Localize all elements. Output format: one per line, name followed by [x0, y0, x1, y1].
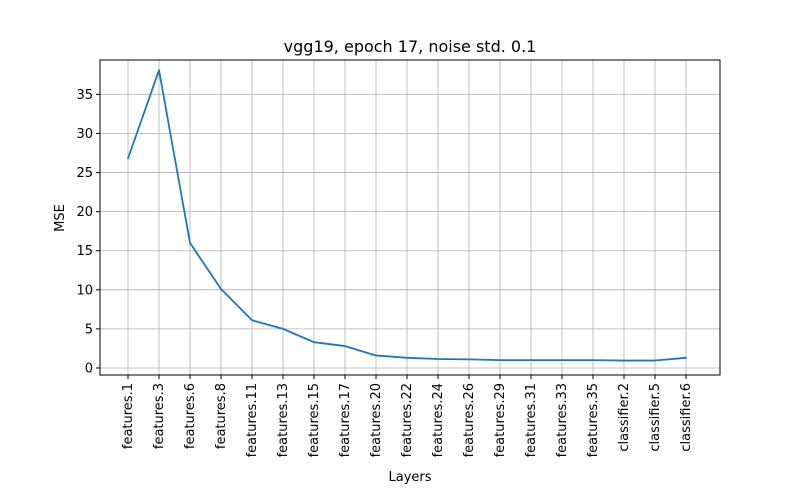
x-tick-label: features.6: [183, 383, 198, 449]
y-tick-label: 10: [76, 283, 93, 298]
x-tick-label: features.22: [400, 383, 415, 457]
y-tick-label: 30: [76, 127, 93, 142]
x-tick-label: features.1: [121, 383, 136, 449]
x-tick-label: features.15: [307, 383, 322, 457]
x-tick-label: features.31: [524, 383, 539, 457]
x-tick-label: features.20: [369, 383, 384, 457]
chart-title: vgg19, epoch 17, noise std. 0.1: [284, 37, 537, 56]
plot-frame: [99, 59, 721, 376]
x-tick-label: features.24: [431, 383, 446, 457]
y-tick-label: 20: [76, 205, 93, 220]
x-tick-label: classifier.5: [648, 383, 663, 452]
y-tick-label: 15: [76, 244, 93, 259]
x-tick-label: classifier.6: [679, 383, 694, 452]
x-tick-label: classifier.2: [617, 383, 632, 452]
mse-series-line: [127, 69, 687, 362]
x-tick-label: features.8: [214, 383, 229, 449]
y-tick-label: 5: [85, 322, 93, 337]
x-axis-label: Layers: [388, 470, 431, 485]
y-axis-label: MSE: [53, 204, 68, 232]
x-tick-label: features.17: [338, 383, 353, 457]
x-tick-label: features.13: [276, 383, 291, 457]
x-tick-label: features.29: [493, 383, 508, 457]
x-tick-label: features.11: [245, 383, 260, 457]
grid-lines: [100, 60, 720, 375]
y-tick-label: 25: [76, 166, 93, 181]
x-tick-label: features.33: [555, 383, 570, 457]
x-tick-label: features.3: [152, 383, 167, 449]
y-tick-label: 0: [85, 361, 93, 376]
x-tick-label: features.35: [586, 383, 601, 457]
axis-ticks: features.1 features.3 features.6 features.8…: [76, 88, 694, 457]
x-tick-label: features.26: [462, 383, 477, 457]
y-tick-label: 35: [76, 88, 93, 103]
series-layer: [127, 69, 687, 362]
